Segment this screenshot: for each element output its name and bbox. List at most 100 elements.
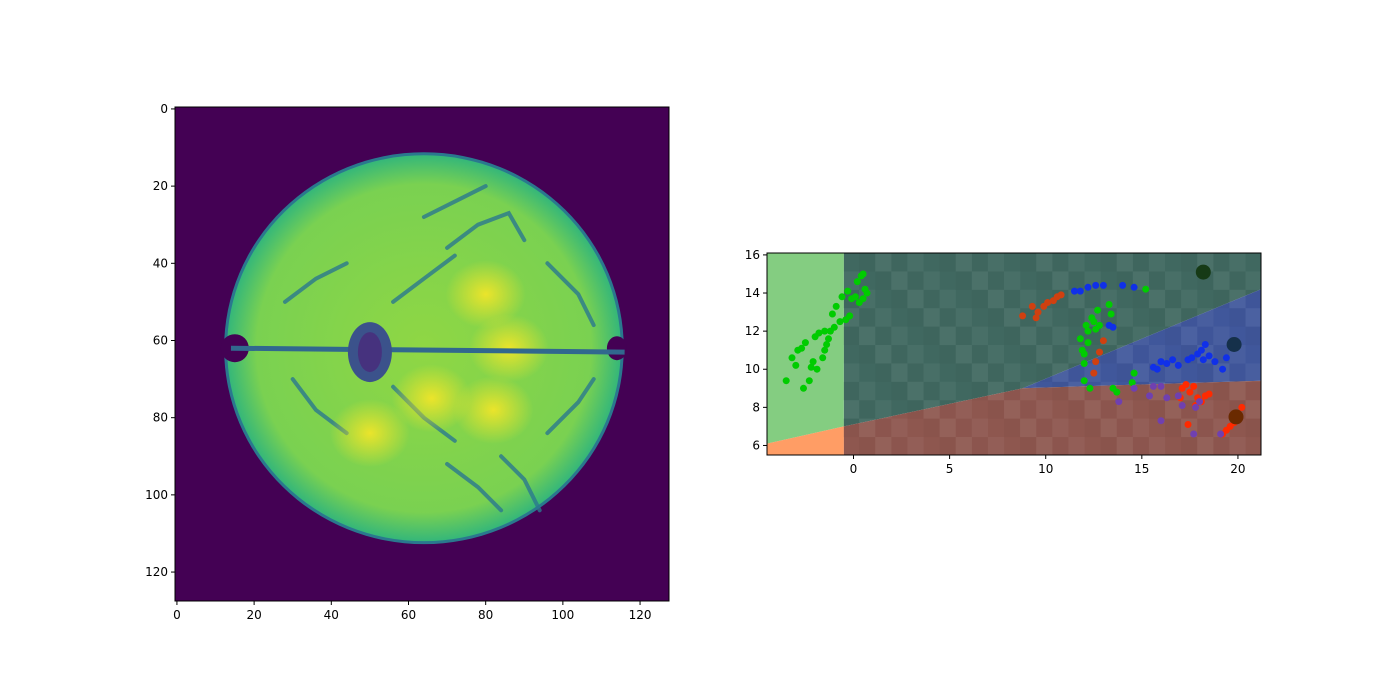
texture-cell bbox=[1101, 400, 1117, 419]
texture-cell bbox=[987, 345, 1005, 364]
scatter-point bbox=[1211, 358, 1219, 366]
centroid-marker bbox=[1228, 409, 1244, 425]
scatter-point bbox=[807, 363, 815, 371]
brain-sulcus bbox=[283, 261, 349, 304]
texture-cell bbox=[1117, 419, 1133, 438]
scatter-point bbox=[782, 377, 790, 385]
texture-cell bbox=[955, 345, 972, 364]
texture-cell bbox=[940, 345, 956, 364]
texture-cell bbox=[939, 326, 956, 346]
scatter-point bbox=[1238, 403, 1246, 411]
texture-cell bbox=[891, 382, 907, 401]
texture-cell bbox=[1020, 437, 1036, 456]
texture-cell bbox=[1116, 253, 1133, 272]
texture-cell bbox=[1246, 382, 1262, 401]
scatter-point bbox=[1186, 388, 1194, 396]
texture-cell bbox=[1020, 326, 1037, 346]
scatter-point bbox=[1174, 361, 1182, 369]
texture-cell bbox=[875, 400, 892, 419]
brain-x-tick-label: 0 bbox=[173, 608, 181, 622]
texture-cell bbox=[1020, 400, 1036, 419]
scatter-point bbox=[1076, 287, 1084, 295]
texture-cell bbox=[1100, 289, 1117, 309]
scatter-point bbox=[1084, 339, 1092, 347]
scatter-y-tick-label: 6 bbox=[752, 438, 760, 452]
scatter-point bbox=[821, 346, 829, 354]
scatter-point bbox=[1217, 430, 1225, 438]
texture-cell bbox=[907, 271, 923, 290]
texture-cell bbox=[907, 345, 924, 364]
texture-cell bbox=[1229, 271, 1245, 290]
scatter-point bbox=[1184, 421, 1192, 428]
texture-cell bbox=[907, 400, 923, 419]
texture-cell bbox=[1213, 382, 1229, 401]
texture-cell bbox=[1133, 345, 1149, 364]
texture-cell bbox=[907, 381, 924, 401]
texture-cell bbox=[875, 345, 892, 364]
scatter-x-tick-label: 5 bbox=[946, 462, 954, 476]
texture-cell bbox=[1004, 400, 1021, 419]
scatter-point bbox=[805, 377, 813, 385]
scatter-point bbox=[1099, 337, 1107, 345]
scatter-point bbox=[1019, 312, 1027, 320]
texture-cell bbox=[939, 289, 956, 309]
brain-midline bbox=[230, 345, 625, 355]
scatter-point bbox=[836, 318, 844, 326]
texture-cell bbox=[1197, 363, 1213, 382]
texture-cell bbox=[939, 381, 956, 401]
texture-cell bbox=[972, 382, 988, 401]
scatter-point bbox=[1192, 403, 1200, 411]
scatter-point bbox=[1196, 398, 1203, 406]
scatter-point bbox=[1163, 360, 1171, 367]
texture-cell bbox=[939, 418, 956, 438]
scatter-point bbox=[1034, 308, 1042, 316]
texture-cell bbox=[1165, 419, 1181, 438]
scatter-point bbox=[1092, 281, 1100, 289]
brain-x-tick-label: 60 bbox=[401, 608, 416, 622]
scatter-point bbox=[1130, 369, 1138, 377]
texture-cell bbox=[988, 363, 1004, 382]
texture-cell bbox=[1149, 400, 1165, 419]
scatter-point bbox=[1142, 285, 1150, 293]
scatter-point bbox=[825, 335, 832, 343]
texture-cell bbox=[987, 437, 1005, 455]
scatter-point bbox=[1157, 417, 1165, 425]
texture-cell bbox=[1068, 271, 1084, 290]
texture-cell bbox=[1052, 363, 1069, 382]
texture-cell bbox=[1036, 363, 1052, 382]
texture-cell bbox=[1004, 271, 1021, 290]
texture-cell bbox=[1132, 326, 1149, 346]
scatter-point bbox=[1169, 356, 1177, 364]
texture-cell bbox=[1132, 363, 1149, 382]
scatter-point bbox=[1190, 430, 1198, 438]
texture-cell bbox=[1084, 400, 1101, 419]
texture-cell bbox=[843, 400, 860, 419]
texture-cell bbox=[1197, 419, 1213, 438]
texture-cell bbox=[1020, 418, 1037, 438]
texture-cell bbox=[1245, 400, 1261, 419]
texture-cell bbox=[875, 327, 891, 346]
texture-cell bbox=[1004, 363, 1021, 382]
region-green bbox=[767, 253, 844, 444]
texture-cell bbox=[843, 419, 859, 438]
scatter-point bbox=[830, 323, 838, 331]
texture-cell bbox=[1133, 253, 1149, 272]
texture-cell bbox=[1165, 327, 1181, 346]
texture-cell bbox=[1101, 345, 1117, 364]
texture-cell bbox=[1229, 381, 1246, 401]
texture-cell bbox=[891, 437, 907, 456]
texture-cell bbox=[875, 419, 891, 438]
texture-cell bbox=[1036, 437, 1053, 455]
scatter-point bbox=[1090, 369, 1098, 377]
texture-cell bbox=[1036, 345, 1053, 364]
texture-cell bbox=[1068, 308, 1084, 327]
texture-cell bbox=[1246, 419, 1262, 438]
centroid-marker bbox=[1195, 264, 1211, 280]
texture-cell bbox=[875, 363, 891, 382]
texture-cell bbox=[1197, 437, 1214, 455]
brain-bright-region bbox=[391, 364, 472, 433]
scatter-point bbox=[1188, 354, 1196, 362]
brain-x-tick-label: 40 bbox=[324, 608, 339, 622]
texture-cell bbox=[1148, 253, 1166, 272]
